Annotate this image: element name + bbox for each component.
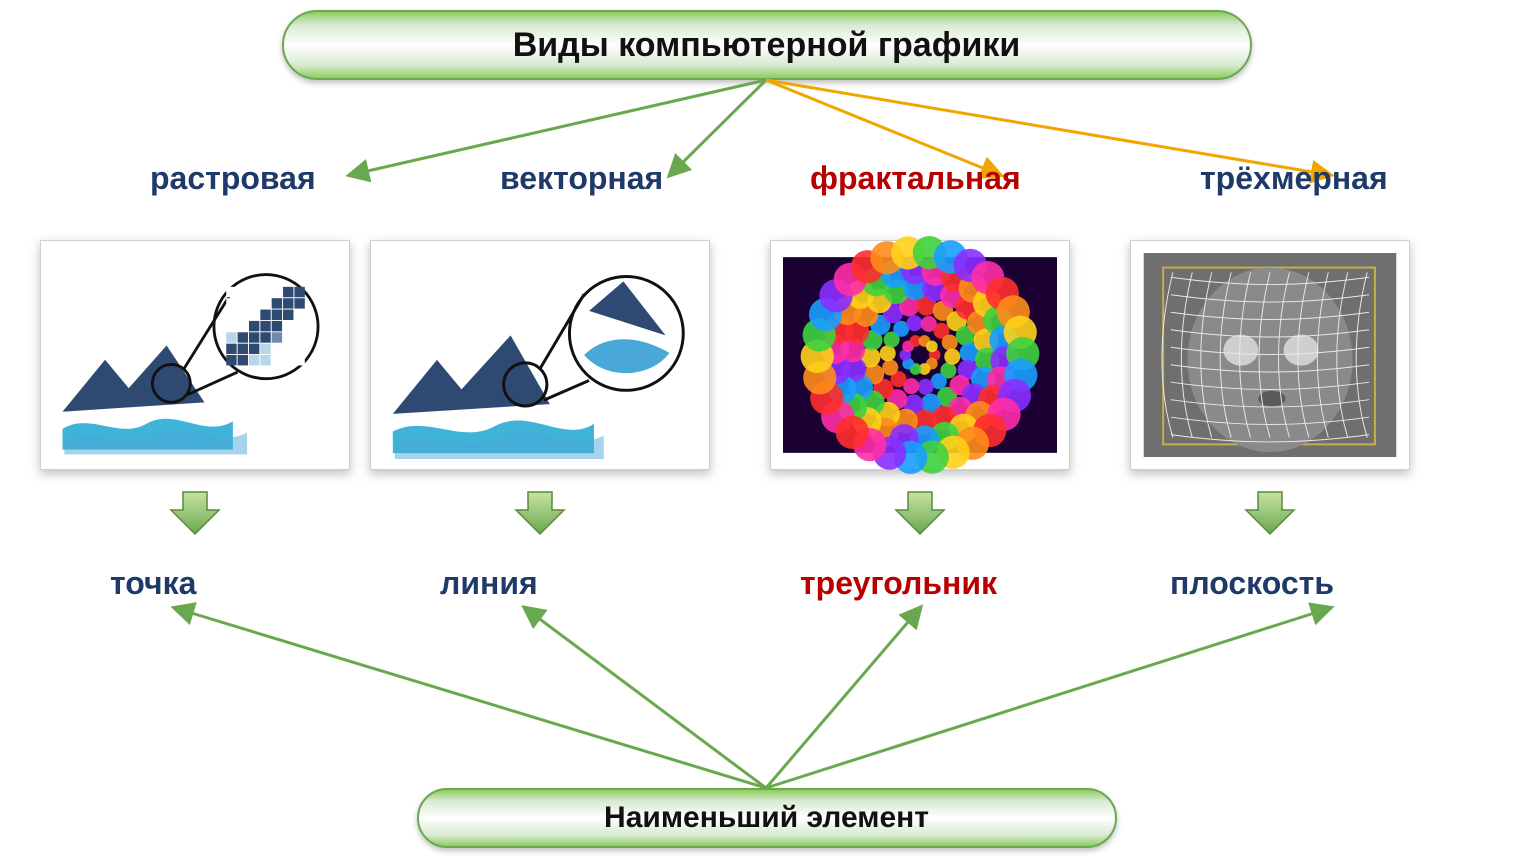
down-arrow-three_d [1244, 490, 1296, 536]
type-label-text: фрактальная [810, 160, 1021, 196]
element-label-text: линия [440, 565, 538, 601]
footer-pill: Наименьший элемент [417, 788, 1117, 848]
element-label-vector: линия [440, 565, 538, 602]
down-arrow-raster [169, 490, 221, 536]
down-arrow-vector [514, 490, 566, 536]
example-card-fractal [770, 240, 1070, 470]
element-label-text: точка [110, 565, 196, 601]
footer-text: Наименьший элемент [604, 801, 929, 835]
example-graphic-three_d [1143, 253, 1397, 457]
element-label-text: плоскость [1170, 565, 1334, 601]
type-label-three_d: трёхмерная [1200, 160, 1388, 197]
element-label-text: треугольник [800, 565, 997, 601]
type-label-vector: векторная [500, 160, 663, 197]
title-text: Виды компьютерной графики [513, 26, 1021, 65]
example-card-three_d [1130, 240, 1410, 470]
example-card-vector [370, 240, 710, 470]
type-label-text: трёхмерная [1200, 160, 1388, 196]
type-label-text: растровая [150, 160, 316, 196]
type-label-raster: растровая [150, 160, 316, 197]
example-graphic-vector [383, 253, 697, 457]
example-card-raster [40, 240, 350, 470]
element-label-three_d: плоскость [1170, 565, 1334, 602]
down-arrow-fractal [894, 490, 946, 536]
example-graphic-fractal [783, 253, 1057, 457]
element-label-raster: точка [110, 565, 196, 602]
title-pill: Виды компьютерной графики [282, 10, 1252, 80]
element-label-fractal: треугольник [800, 565, 997, 602]
type-label-text: векторная [500, 160, 663, 196]
type-label-fractal: фрактальная [810, 160, 1021, 197]
example-graphic-raster [53, 253, 337, 457]
